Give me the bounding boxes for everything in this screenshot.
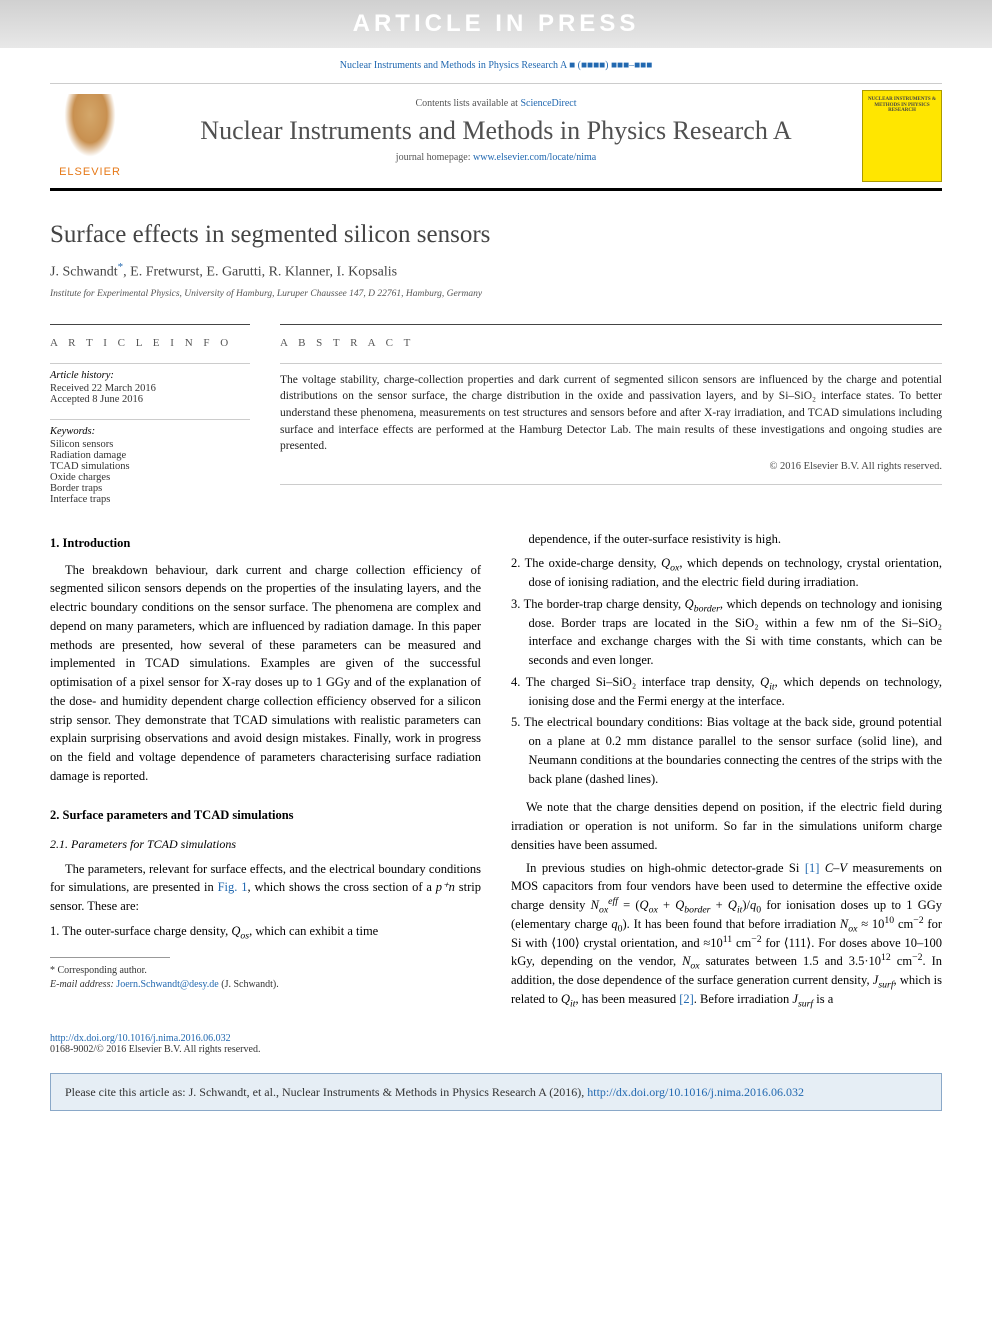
- list-item: 3. The border-trap charge density, Qbord…: [511, 595, 942, 670]
- section-2-heading: 2. Surface parameters and TCAD simulatio…: [50, 808, 481, 823]
- issn-copyright-line: 0168-9002/© 2016 Elsevier B.V. All right…: [50, 1044, 942, 1055]
- section-2-1-heading: 2.1. Parameters for TCAD simulations: [50, 837, 481, 852]
- left-column: 1. Introduction The breakdown behaviour,…: [50, 530, 481, 1013]
- footnote-separator: [50, 957, 170, 958]
- text-span: 1. The outer-surface charge density,: [50, 924, 231, 938]
- keyword-item: Radiation damage: [50, 450, 250, 461]
- symbol-qborder: Qborder: [685, 597, 720, 611]
- list-item: 5. The electrical boundary conditions: B…: [511, 713, 942, 788]
- sciencedirect-link[interactable]: ScienceDirect: [520, 98, 576, 109]
- journal-cover-thumbnail[interactable]: NUCLEAR INSTRUMENTS & METHODS IN PHYSICS…: [862, 90, 942, 182]
- keywords-label: Keywords:: [50, 419, 250, 437]
- list-continuation: dependence, if the outer-surface resisti…: [511, 530, 942, 549]
- abstract-heading: A B S T R A C T: [280, 324, 942, 349]
- keyword-item: Oxide charges: [50, 472, 250, 483]
- journal-homepage-link[interactable]: www.elsevier.com/locate/nima: [473, 152, 596, 163]
- text-span: , which can exhibit a time: [249, 924, 378, 938]
- keyword-item: Interface traps: [50, 494, 250, 505]
- authors-rest: , E. Fretwurst, E. Garutti, R. Klanner, …: [123, 265, 397, 280]
- text-span: In previous studies on high-ohmic detect…: [526, 861, 805, 875]
- abstract-copyright: © 2016 Elsevier B.V. All rights reserved…: [280, 461, 942, 485]
- journal-name: Nuclear Instruments and Methods in Physi…: [150, 115, 842, 146]
- text-span: , which shows the cross section of a: [248, 880, 436, 894]
- reference-2-link[interactable]: [2]: [679, 992, 694, 1006]
- masthead-center: Contents lists available at ScienceDirec…: [130, 90, 862, 182]
- elsevier-label: ELSEVIER: [59, 166, 121, 178]
- right-column: dependence, if the outer-surface resisti…: [511, 530, 942, 1013]
- corresponding-author-footnote: * Corresponding author.: [50, 964, 481, 978]
- pn-symbol: p⁺n: [436, 880, 455, 894]
- intro-paragraph: The breakdown behaviour, dark current an…: [50, 561, 481, 786]
- symbol-qos: Qos: [231, 924, 249, 938]
- text-span: 4. The charged Si–SiO₂ interface trap de…: [511, 675, 760, 689]
- text-span: C–V measurements on MOS capacitors from …: [511, 861, 942, 1006]
- citation-doi-link[interactable]: http://dx.doi.org/10.1016/j.nima.2016.06…: [587, 1085, 804, 1099]
- keyword-item: Silicon sensors: [50, 439, 250, 450]
- citation-box: Please cite this article as: J. Schwandt…: [50, 1073, 942, 1112]
- doi-link[interactable]: http://dx.doi.org/10.1016/j.nima.2016.06…: [50, 1033, 942, 1044]
- article-history-label: Article history:: [50, 363, 250, 381]
- parameter-list: 1. The outer-surface charge density, Qos…: [50, 922, 481, 941]
- article-info-block: A R T I C L E I N F O Article history: R…: [50, 324, 250, 505]
- abstract-block: A B S T R A C T The voltage stability, c…: [280, 324, 942, 505]
- symbol-qox: Qox: [661, 556, 679, 570]
- email-label: E-mail address:: [50, 979, 116, 990]
- email-suffix: (J. Schwandt).: [219, 979, 279, 990]
- list-item: 1. The outer-surface charge density, Qos…: [50, 922, 481, 941]
- list-item: 4. The charged Si–SiO₂ interface trap de…: [511, 673, 942, 711]
- figure-1-link[interactable]: Fig. 1: [218, 880, 248, 894]
- article-title: Surface effects in segmented silicon sen…: [50, 221, 942, 249]
- contents-prefix: Contents lists available at: [415, 98, 520, 109]
- parameter-list-cont: 2. The oxide-charge density, Qox, which …: [511, 554, 942, 788]
- symbol-qit: Qit: [760, 675, 774, 689]
- author-email-link[interactable]: Joern.Schwandt@desy.de: [116, 979, 218, 990]
- authors-text: J. Schwandt: [50, 265, 118, 280]
- masthead: ELSEVIER Contents lists available at Sci…: [50, 83, 942, 191]
- text-span: 3. The border-trap charge density,: [511, 597, 685, 611]
- text-span: 2. The oxide-charge density,: [511, 556, 661, 570]
- homepage-prefix: journal homepage:: [396, 152, 473, 163]
- accepted-date: Accepted 8 June 2016: [50, 394, 250, 405]
- journal-reference-line: Nuclear Instruments and Methods in Physi…: [0, 60, 992, 71]
- abstract-text: The voltage stability, charge-collection…: [280, 363, 942, 455]
- keyword-item: Border traps: [50, 483, 250, 494]
- section-1-heading: 1. Introduction: [50, 536, 481, 551]
- keyword-item: TCAD simulations: [50, 461, 250, 472]
- article-info-heading: A R T I C L E I N F O: [50, 324, 250, 349]
- text-span: . Before irradiation Jsurf is a: [694, 992, 833, 1006]
- journal-homepage-line: journal homepage: www.elsevier.com/locat…: [150, 152, 842, 163]
- list-item: 2. The oxide-charge density, Qox, which …: [511, 554, 942, 592]
- received-date: Received 22 March 2016: [50, 383, 250, 394]
- elsevier-tree-icon: [60, 94, 120, 164]
- affiliation: Institute for Experimental Physics, Univ…: [50, 289, 942, 299]
- info-abstract-row: A R T I C L E I N F O Article history: R…: [50, 324, 942, 505]
- note-paragraph: We note that the charge densities depend…: [511, 798, 942, 854]
- sec21-paragraph: The parameters, relevant for surface eff…: [50, 860, 481, 916]
- citation-text: Please cite this article as: J. Schwandt…: [65, 1085, 587, 1099]
- reference-1-link[interactable]: [1]: [805, 861, 820, 875]
- cover-title-text: NUCLEAR INSTRUMENTS & METHODS IN PHYSICS…: [867, 97, 937, 114]
- contents-available-line: Contents lists available at ScienceDirec…: [150, 98, 842, 109]
- body-columns: 1. Introduction The breakdown behaviour,…: [50, 530, 942, 1013]
- author-list: J. Schwandt*, E. Fretwurst, E. Garutti, …: [50, 261, 942, 281]
- elsevier-logo[interactable]: ELSEVIER: [50, 90, 130, 182]
- previous-studies-paragraph: In previous studies on high-ohmic detect…: [511, 859, 942, 1009]
- article-in-press-banner: ARTICLE IN PRESS: [0, 0, 992, 48]
- email-footnote: E-mail address: Joern.Schwandt@desy.de (…: [50, 978, 481, 992]
